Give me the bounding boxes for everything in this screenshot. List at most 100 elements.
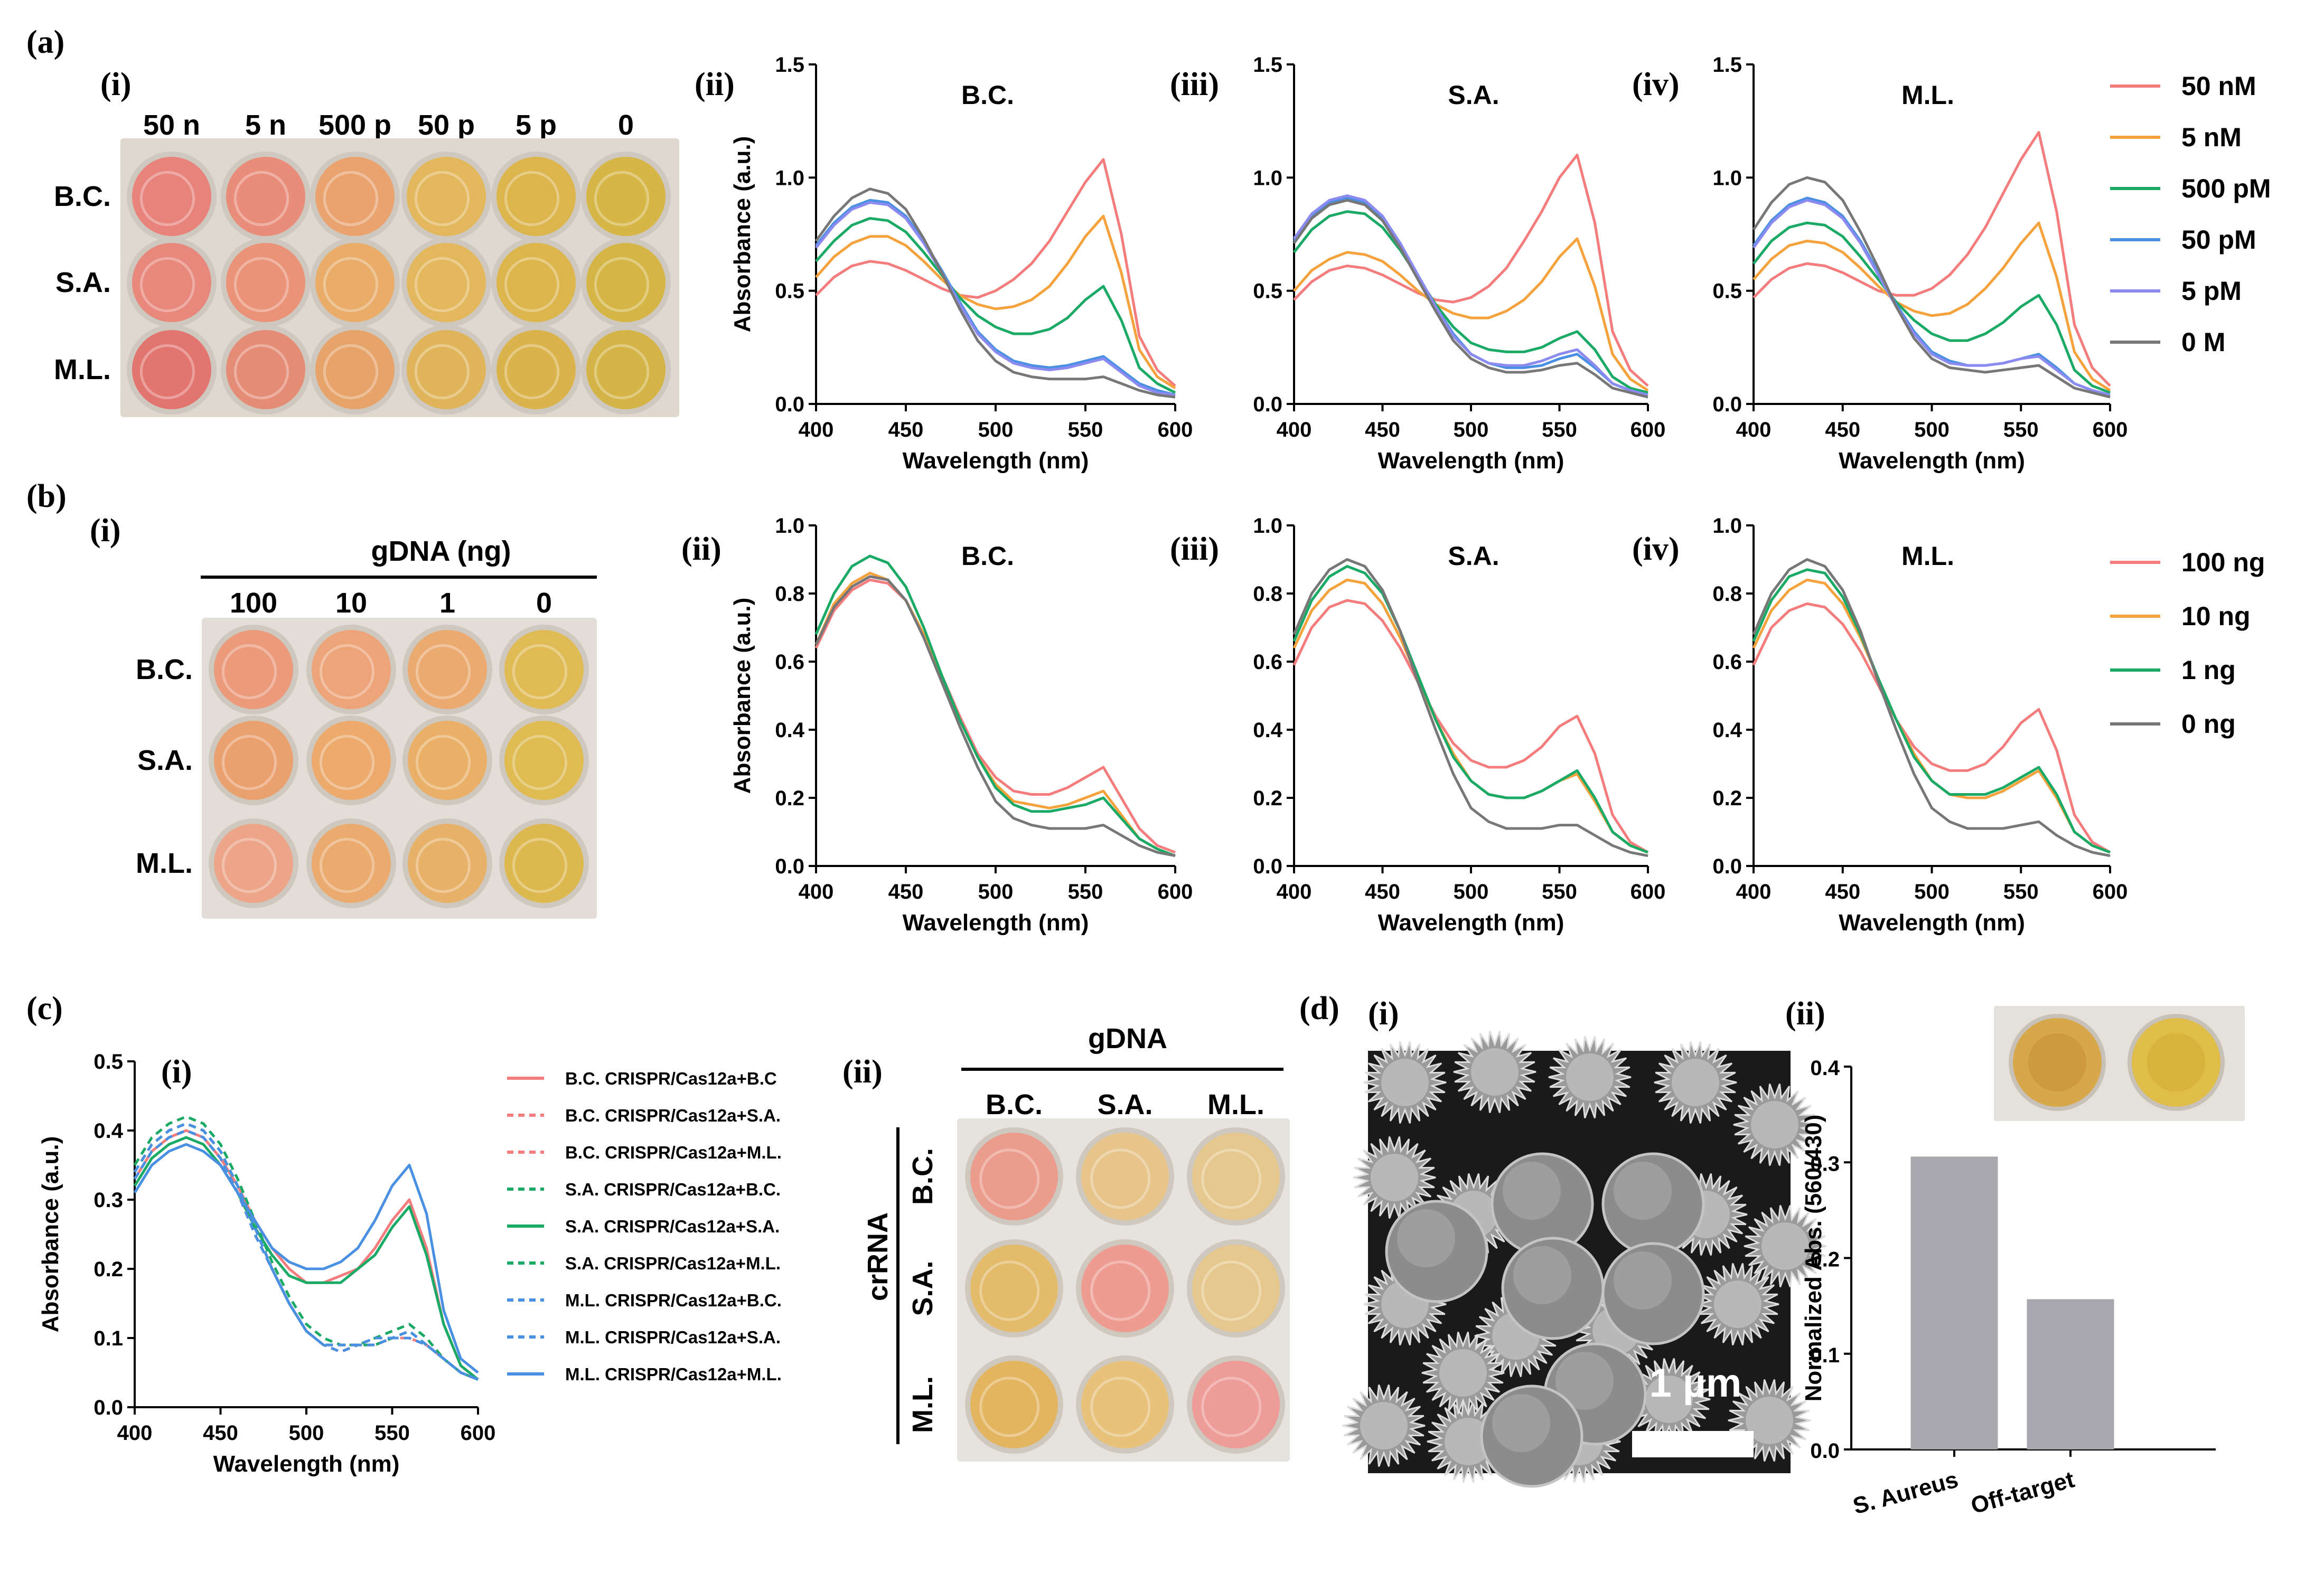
x-tick-label: 450: [203, 1421, 238, 1445]
legend-label-4: S.A. CRISPR/Cas12a+S.A.: [565, 1217, 780, 1236]
sem-spiky-core: [1471, 1048, 1519, 1096]
sublabel-a-iii: (iii): [1170, 67, 1219, 102]
photo-c-side-label: crRNA: [862, 1212, 894, 1301]
row-label: B.C.: [907, 1148, 939, 1205]
x-tick-label: 550: [1542, 880, 1577, 903]
sublabel-b-i: (i): [90, 513, 121, 549]
chart-title: S.A.: [1448, 541, 1499, 571]
well-inner: [233, 344, 289, 400]
series-line-0: [1752, 602, 2111, 854]
series-line-1: [814, 571, 1176, 858]
well-inner: [323, 257, 379, 313]
legend-label-2: B.C. CRISPR/Cas12a+M.L.: [565, 1143, 782, 1162]
sem-spiky-core: [1645, 1376, 1693, 1423]
column-header: 500 p: [318, 109, 391, 141]
x-tick-label: 600: [1630, 418, 1666, 441]
bar-1: [2027, 1299, 2114, 1449]
column-header: S.A.: [1097, 1089, 1152, 1120]
well-inner: [221, 837, 277, 893]
row-label: M.L.: [907, 1376, 939, 1433]
series-line-3: [814, 575, 1176, 858]
legend-label-7: M.L. CRISPR/Cas12a+S.A.: [565, 1327, 781, 1347]
series-line-0: [1292, 599, 1649, 854]
legend-label-4: 5 pM: [2181, 276, 2242, 306]
column-header: 50 p: [418, 109, 475, 141]
sem-scale-label: 1 µm: [1650, 1361, 1742, 1406]
panel-label-a: (a): [26, 24, 64, 60]
panel-label-d: (d): [1299, 991, 1339, 1026]
series-line-1: [1293, 237, 1649, 392]
x-tick-label: 600: [1158, 418, 1193, 441]
y-tick-label: 0.2: [775, 787, 804, 810]
x-tick-label: 500: [289, 1421, 324, 1445]
x-tick-label: 450: [1825, 418, 1860, 441]
sem-spiky-core: [1566, 1053, 1614, 1101]
y-axis-title: Normalized Abs. (560/430): [1801, 1115, 1826, 1402]
well-inner: [594, 344, 650, 400]
y-tick-label: 0.5: [1712, 280, 1742, 303]
x-tick-label: 500: [978, 880, 1014, 903]
chart-c-i: 400 450 500 550 600 0.0 0.1 0.2 0.3 0.4 0.5 Wavelen…: [38, 1050, 495, 1477]
legend-label-0: B.C. CRISPR/Cas12a+B.C: [565, 1069, 777, 1088]
x-category-label: S. Aureus: [1850, 1466, 1961, 1519]
sublabel-c-ii: (ii): [842, 1054, 883, 1090]
y-axis-title: Absorbance (a.u.): [38, 1136, 63, 1333]
y-tick-label: 0.6: [775, 651, 804, 674]
sem-spiky-core: [1746, 1397, 1793, 1444]
x-axis-title: Wavelength (nm): [1378, 910, 1564, 936]
well-inner: [139, 344, 195, 400]
sem-spiky-core: [1751, 1101, 1798, 1148]
y-tick-label: 0.0: [775, 855, 804, 878]
x-tick-label: 450: [888, 880, 924, 903]
series-line-1: [815, 214, 1176, 390]
y-tick-label: 0.4: [1810, 1057, 1840, 1080]
series-line-4: [133, 1136, 479, 1381]
legend-label-2: 1 ng: [2181, 655, 2236, 685]
y-tick-label: 0.8: [775, 582, 804, 606]
axis-lines: [1753, 525, 2110, 867]
x-tick-label: 400: [117, 1421, 153, 1445]
legend-label-2: 500 pM: [2181, 174, 2271, 203]
x-tick-label: 450: [1365, 418, 1400, 441]
x-tick-label: 500: [1454, 418, 1489, 441]
y-tick-label: 0.8: [1253, 582, 1282, 606]
series-line-3: [815, 199, 1176, 397]
series-line-0: [814, 578, 1176, 854]
y-tick-label: 1.0: [1253, 166, 1282, 190]
photo-a: 50 n 5 n 500 p 50 p 5 p 0 B.C. S.A. M.L.: [54, 109, 679, 417]
y-tick-label: 0.4: [93, 1119, 123, 1143]
y-axis-title: Absorbance (a.u.): [729, 598, 755, 794]
series-line-3: [133, 1115, 479, 1381]
column-header: 50 n: [143, 109, 200, 141]
x-tick-label: 550: [1068, 880, 1103, 903]
series-line-3: [1752, 196, 2111, 397]
legend-label-1: 10 ng: [2181, 601, 2251, 631]
well-inner: [594, 171, 650, 227]
bar-0: [1910, 1156, 1998, 1449]
row-label: M.L.: [136, 847, 193, 879]
x-axis-title: Wavelength (nm): [1839, 448, 2025, 474]
column-header: 10: [335, 587, 367, 619]
column-header: 100: [230, 587, 277, 619]
well-inner: [594, 257, 650, 313]
well-inner: [1201, 1377, 1262, 1437]
x-tick-label: 550: [374, 1421, 410, 1445]
axis-lines: [134, 1061, 478, 1408]
legend-label-1: B.C. CRISPR/Cas12a+S.A.: [565, 1106, 781, 1125]
legend-label-0: 100 ng: [2181, 548, 2265, 577]
series-line-0: [1753, 131, 2111, 387]
series-line-0: [815, 158, 1176, 387]
well-inner: [979, 1148, 1040, 1209]
sublabel-a-ii: (ii): [695, 67, 735, 102]
y-axis-title: Absorbance (a.u.): [729, 136, 755, 333]
well-inner: [979, 1377, 1040, 1437]
sem-smooth-highlight: [1492, 1394, 1550, 1452]
x-tick-label: 600: [1630, 880, 1666, 903]
well-inner: [415, 837, 471, 893]
column-header: M.L.: [1207, 1089, 1264, 1120]
x-tick-label: 450: [888, 418, 924, 441]
x-tick-label: 500: [1454, 880, 1489, 903]
y-tick-label: 1.0: [1253, 514, 1282, 538]
legend-label-3: 0 ng: [2181, 709, 2236, 739]
